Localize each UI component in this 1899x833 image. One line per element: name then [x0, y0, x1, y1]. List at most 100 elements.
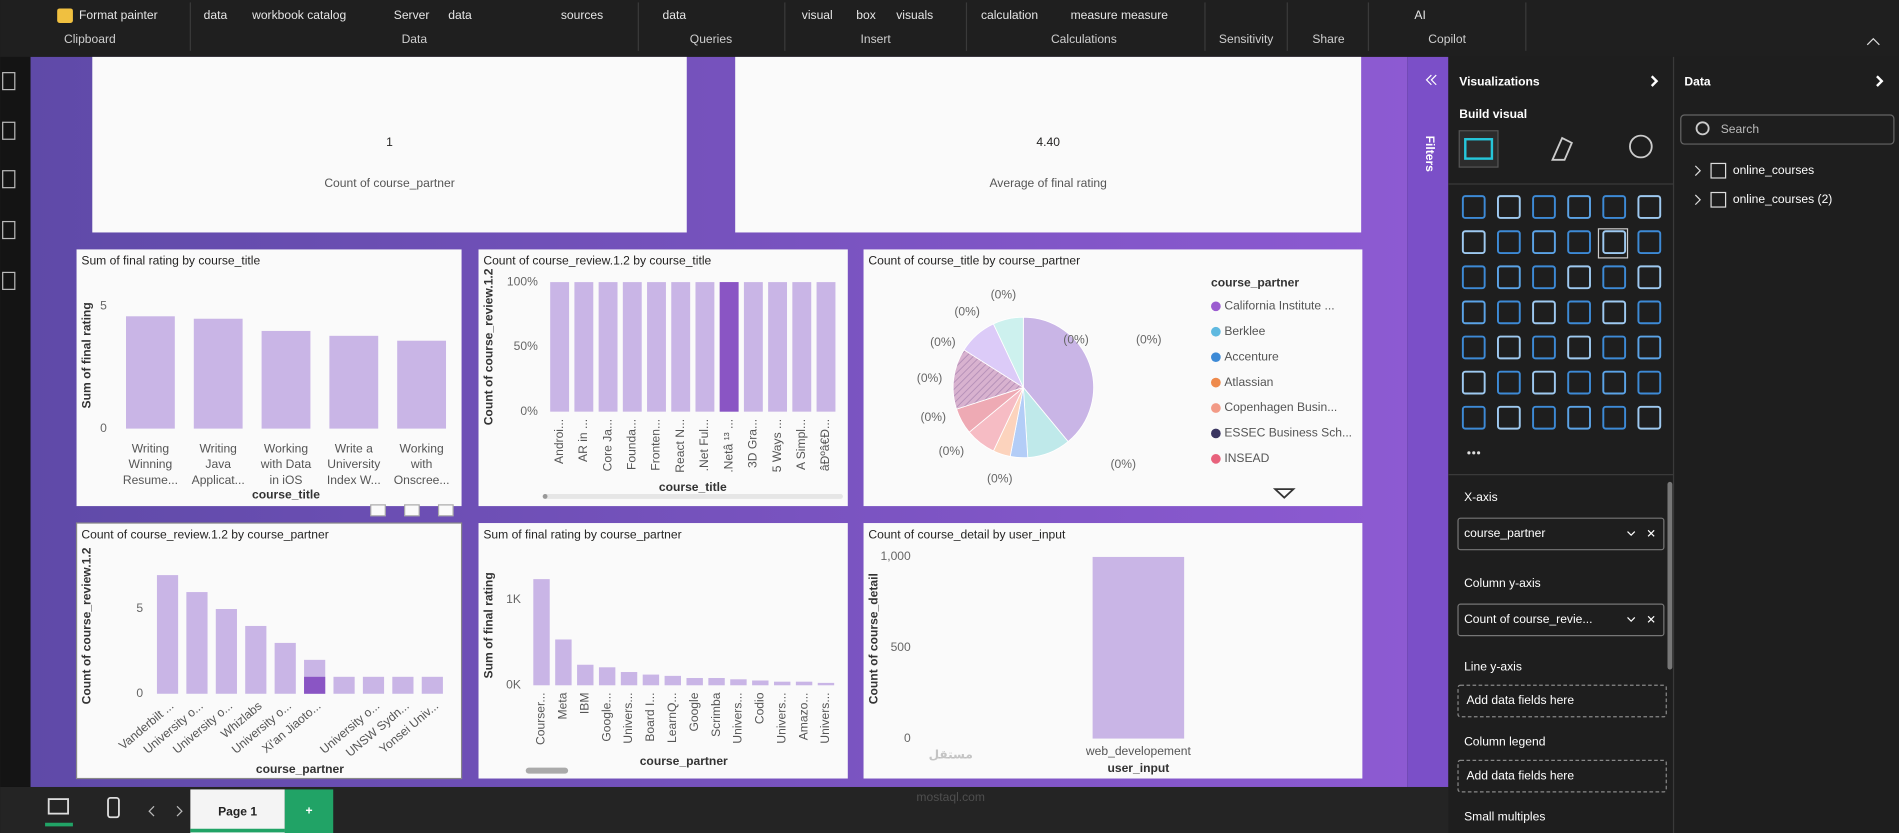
filters-title[interactable]: Filters [1423, 136, 1437, 173]
visual-header-button[interactable] [437, 504, 454, 517]
bar[interactable] [392, 676, 414, 694]
bar[interactable] [245, 625, 267, 694]
visual-type-icon[interactable] [1637, 265, 1662, 290]
page-tab[interactable] [190, 789, 285, 833]
pie-slice[interactable] [1022, 316, 1095, 443]
bar[interactable] [186, 592, 208, 694]
more-visuals[interactable] [1467, 451, 1471, 455]
ribbon-button-label[interactable]: data [448, 8, 472, 22]
visual-type-icon[interactable] [1532, 300, 1556, 325]
desktop-view[interactable] [47, 798, 69, 815]
visual-type-icon[interactable] [1567, 230, 1591, 255]
ribbon-button-label[interactable]: Format painter [79, 8, 158, 22]
visual-type-icon[interactable] [1602, 300, 1627, 325]
bar[interactable] [686, 678, 703, 686]
bar[interactable] [816, 282, 836, 412]
bar[interactable] [752, 680, 769, 686]
expand-table[interactable] [1694, 194, 1702, 206]
ribbon-button-label[interactable]: data [204, 8, 228, 22]
bar[interactable] [193, 318, 243, 429]
visual-type-icon[interactable] [1497, 300, 1521, 325]
visual-type-icon[interactable] [1497, 335, 1521, 360]
bar[interactable] [817, 682, 835, 686]
view-icon[interactable] [2, 220, 16, 240]
legend-label[interactable]: Berklee [1224, 324, 1265, 338]
bar[interactable] [622, 282, 642, 412]
bar[interactable] [664, 675, 682, 686]
view-icon[interactable] [2, 72, 16, 91]
legend-label[interactable]: Copenhagen Busin... [1224, 400, 1337, 414]
visual-type-icon[interactable] [1637, 370, 1662, 395]
ribbon-button-label[interactable]: visuals [896, 8, 933, 22]
visual-type-icon[interactable] [1602, 230, 1627, 255]
bar[interactable] [598, 282, 618, 412]
ribbon-button-label[interactable]: AI [1414, 8, 1425, 22]
bar[interactable] [1092, 556, 1185, 739]
analytics-icon[interactable] [1629, 134, 1653, 159]
bar[interactable] [574, 282, 594, 412]
view-icon[interactable] [2, 170, 16, 189]
format-visual-icon[interactable] [1551, 136, 1574, 161]
remove-field[interactable] [1647, 529, 1655, 537]
next-page[interactable] [176, 805, 183, 817]
field-dropdown[interactable] [1627, 531, 1636, 537]
search-box[interactable] [1680, 114, 1895, 145]
bar[interactable] [773, 681, 791, 686]
bar[interactable] [577, 664, 594, 686]
visual-type-icon[interactable] [1567, 405, 1591, 430]
visual-type-icon[interactable] [1637, 405, 1662, 430]
legend-label[interactable]: Accenture [1224, 349, 1279, 363]
bar[interactable] [397, 340, 447, 429]
ribbon-button-label[interactable]: measure measure [1071, 8, 1169, 22]
view-icon[interactable] [2, 121, 16, 140]
bar[interactable] [362, 676, 385, 694]
bar[interactable] [620, 672, 638, 686]
visual-header-button[interactable] [404, 504, 420, 517]
pie-slice[interactable] [952, 349, 1025, 410]
visual-type-icon[interactable] [1567, 370, 1591, 395]
visual-type-icon[interactable] [1532, 405, 1556, 430]
expand-table[interactable] [1694, 165, 1702, 176]
visual-type-icon[interactable] [1461, 370, 1486, 395]
visual-type-icon[interactable] [1602, 370, 1627, 395]
bar[interactable] [642, 674, 660, 686]
bar[interactable] [598, 667, 616, 686]
visual-type-icon[interactable] [1637, 230, 1662, 255]
field-well[interactable] [1457, 517, 1665, 551]
field-well[interactable] [1457, 603, 1665, 637]
visual-type-icon[interactable] [1602, 335, 1627, 360]
ribbon-button-label[interactable]: data [663, 8, 687, 22]
bar[interactable] [421, 676, 443, 694]
bar[interactable] [533, 579, 550, 686]
ribbon-button-label[interactable]: workbook catalog [251, 8, 346, 22]
bar[interactable] [125, 316, 175, 429]
pane-scrollbar[interactable] [1667, 481, 1673, 670]
visual-type-icon[interactable] [1637, 300, 1662, 325]
bar[interactable] [274, 642, 296, 694]
more-visuals[interactable] [1477, 451, 1481, 455]
bar[interactable] [708, 678, 725, 686]
visual-type-icon[interactable] [1532, 370, 1556, 395]
expand-pane[interactable] [1650, 75, 1659, 87]
field-dropdown[interactable] [1627, 617, 1636, 622]
highlighted-bar[interactable] [304, 676, 326, 694]
scrollbar-thumb[interactable] [525, 767, 569, 774]
bar[interactable] [329, 335, 379, 429]
page-tab-label[interactable]: Page 1 [218, 805, 257, 819]
ribbon-button-label[interactable]: calculation [981, 8, 1038, 22]
ribbon-button-label[interactable]: visual [802, 8, 833, 22]
collapse-ribbon[interactable] [1866, 37, 1880, 46]
bar[interactable] [550, 282, 570, 412]
visual-type-icon[interactable] [1497, 405, 1521, 430]
bar[interactable] [555, 639, 572, 686]
visual-container[interactable] [863, 249, 1363, 507]
visual-type-icon[interactable] [1602, 405, 1627, 430]
bar[interactable] [695, 282, 715, 412]
bar[interactable] [743, 282, 763, 412]
highlighted-bar[interactable] [719, 282, 739, 412]
visual-type-icon[interactable] [1567, 300, 1591, 325]
empty-well[interactable] [1457, 759, 1667, 793]
mobile-view[interactable] [107, 796, 120, 819]
bar[interactable] [792, 282, 812, 412]
bar[interactable] [671, 282, 691, 412]
